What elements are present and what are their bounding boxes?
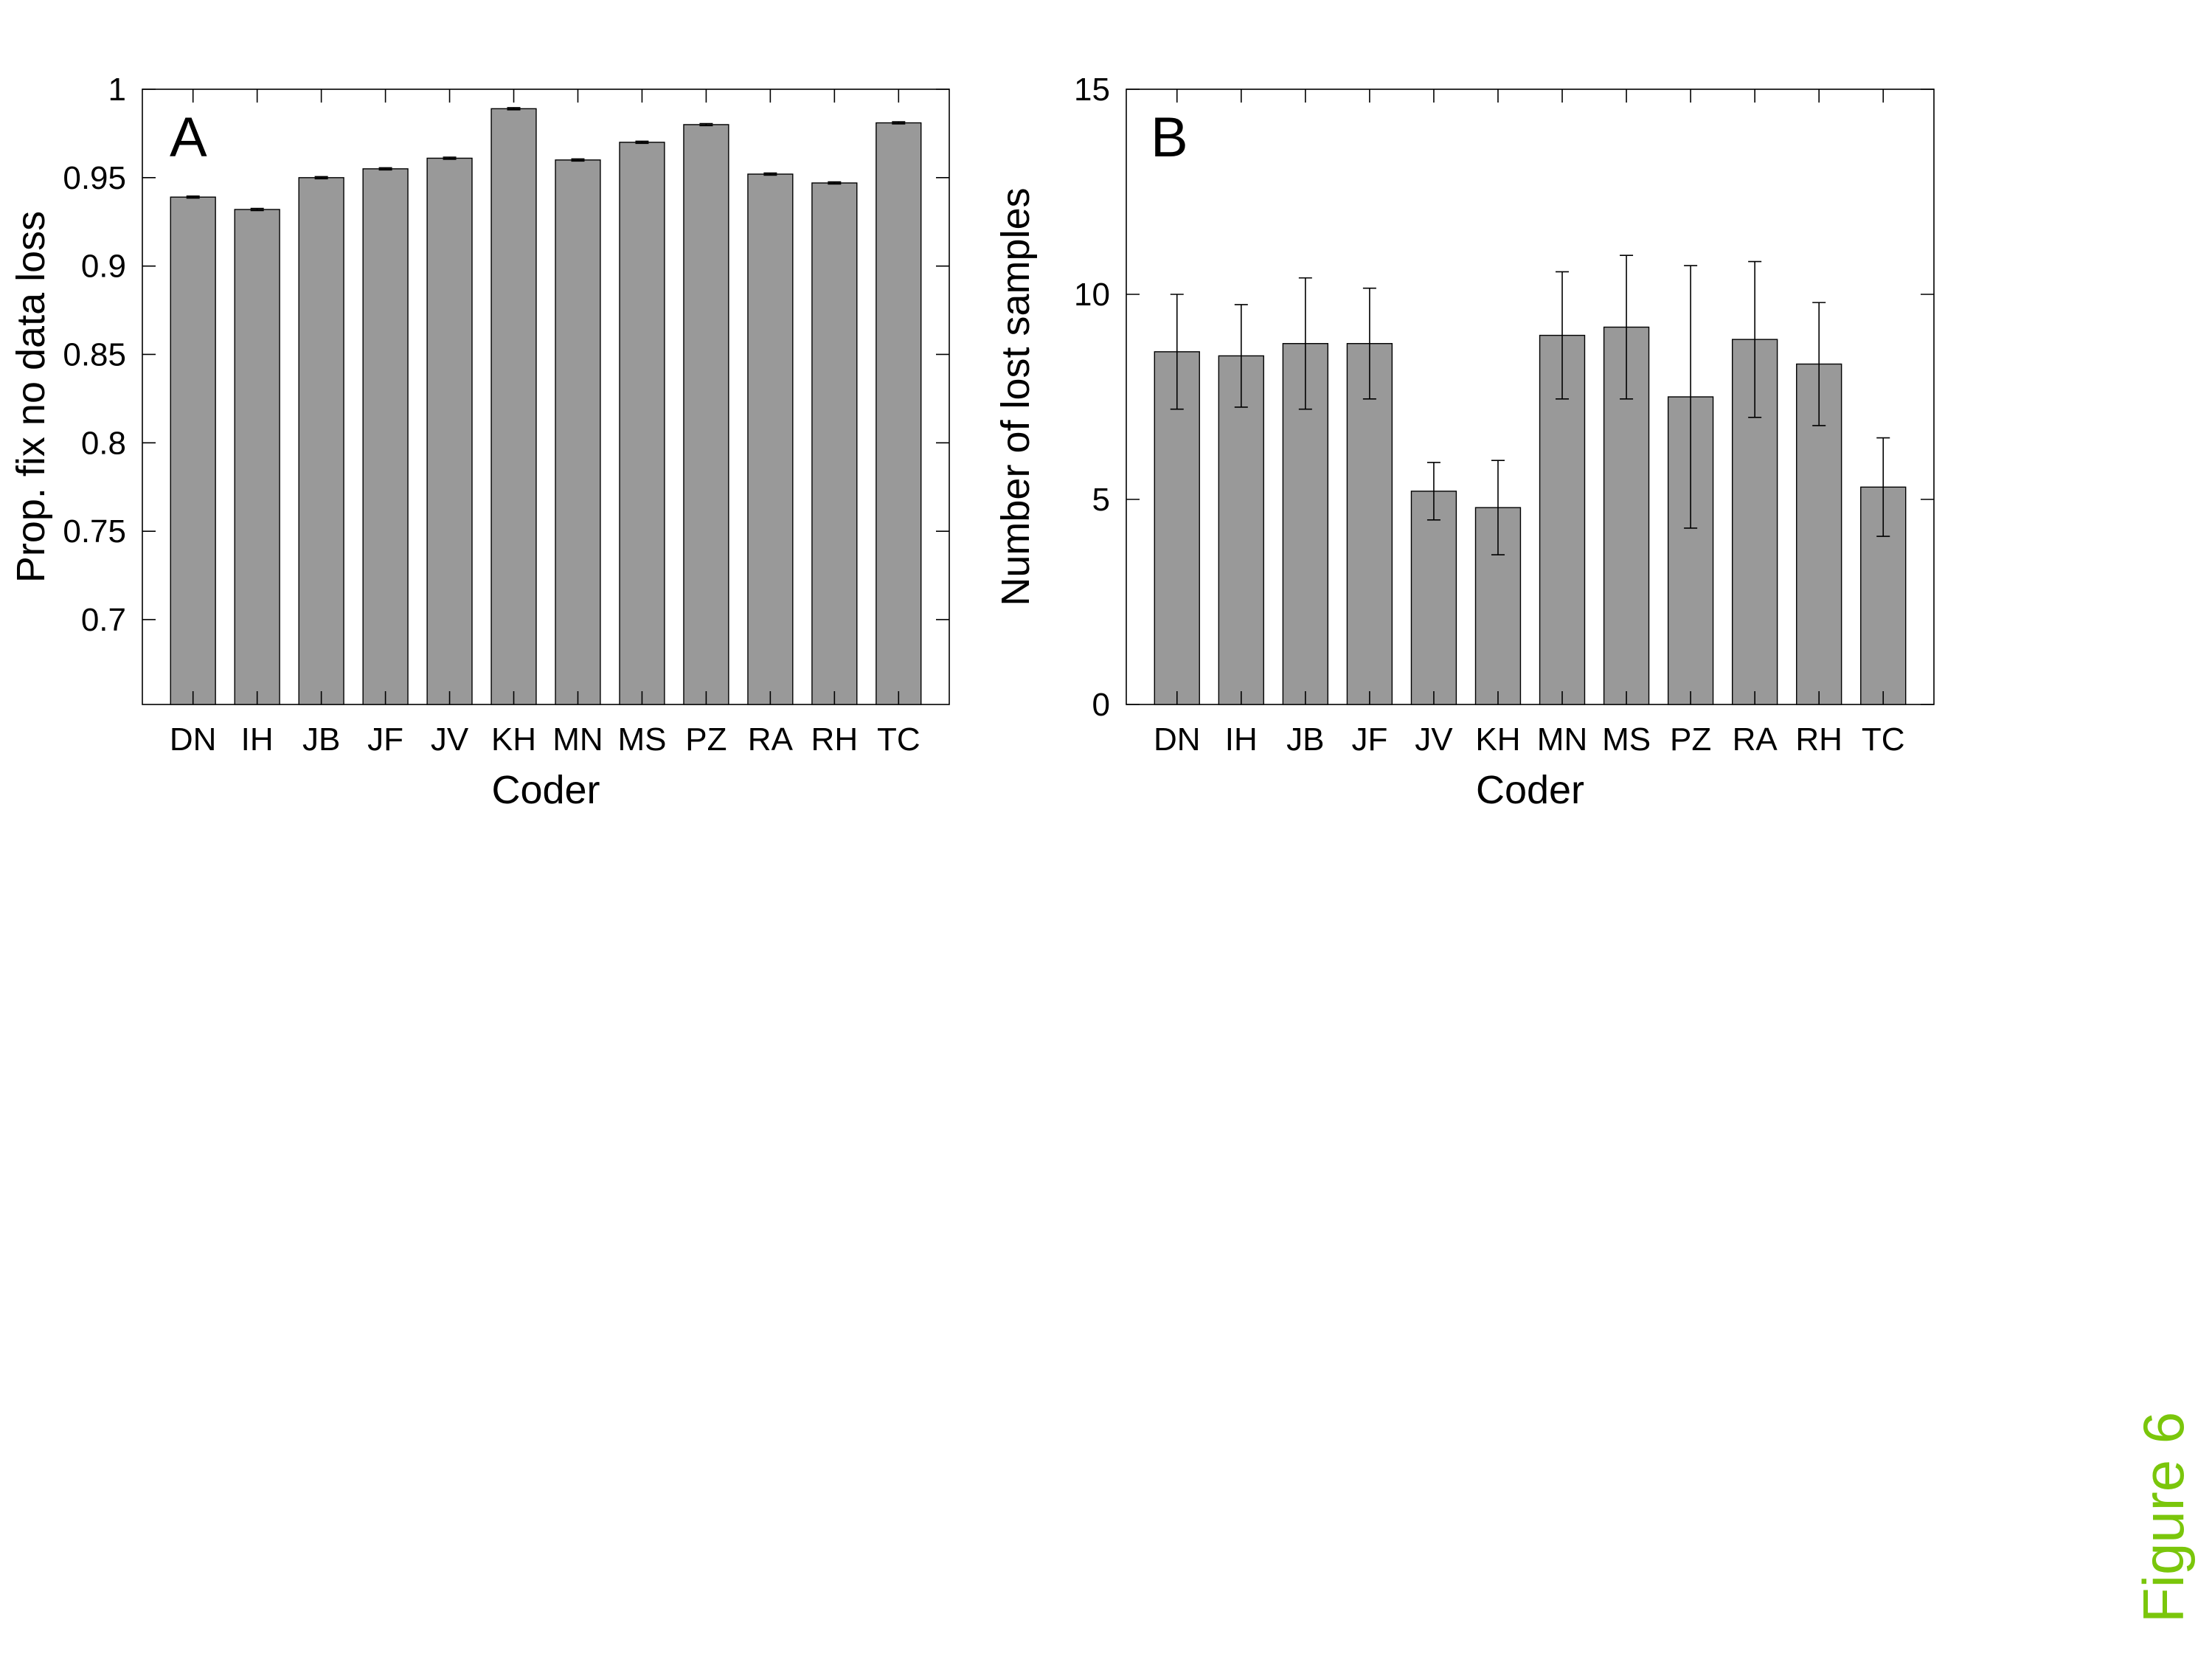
x-tick-label: JV	[431, 721, 469, 758]
error-bar-ih	[1234, 304, 1248, 408]
x-tick-label: DN	[170, 721, 217, 758]
bar-dn	[1154, 351, 1200, 705]
x-tick-label: JB	[1286, 721, 1324, 758]
error-bar-ms	[1620, 254, 1634, 400]
x-tick-label: JF	[1351, 721, 1387, 758]
error-bar-pz	[1684, 265, 1698, 529]
y-tick-label: 0	[1092, 687, 1110, 723]
figure-label: Figure 6	[2131, 1412, 2196, 1623]
x-tick-label: IH	[1225, 721, 1258, 758]
error-bar-mn	[1556, 271, 1570, 400]
x-tick-label: MS	[1602, 721, 1651, 758]
bar-jv	[426, 157, 473, 705]
bar-jf	[362, 168, 409, 705]
error-bar-jb	[1298, 277, 1312, 410]
error-bar-jf	[378, 167, 392, 171]
x-tick-label: TC	[1862, 721, 1905, 758]
error-bar-rh	[828, 181, 842, 185]
x-tick-label: KH	[1475, 721, 1520, 758]
error-bar-tc	[892, 121, 906, 125]
bar-rh	[811, 182, 858, 705]
x-tick-label: MN	[552, 721, 603, 758]
error-bar-mn	[571, 158, 585, 162]
bar-ra	[747, 173, 794, 705]
plot-area-frame	[1126, 89, 1935, 705]
error-bar-pz	[699, 122, 713, 127]
x-tick-label: JV	[1415, 721, 1453, 758]
error-bar-jv	[443, 156, 457, 160]
y-tick-label: 0.7	[81, 602, 126, 638]
y-tick-label: 0.95	[63, 160, 126, 196]
error-bar-kh	[1491, 460, 1505, 555]
bar-ms	[619, 142, 665, 705]
x-tick-label: MS	[617, 721, 666, 758]
panel-letter: B	[1151, 106, 1188, 169]
x-tick-label: RH	[811, 721, 859, 758]
panel-letter: A	[170, 106, 207, 169]
x-tick-label: KH	[491, 721, 536, 758]
bar-mn	[555, 159, 601, 705]
bar-jb	[298, 177, 344, 705]
error-bar-ih	[250, 207, 264, 212]
error-bar-tc	[1876, 437, 1890, 537]
y-tick-label: 5	[1092, 482, 1110, 518]
bar-dn	[170, 196, 216, 705]
x-tick-label: PZ	[1670, 721, 1711, 758]
bar-pz	[683, 124, 729, 705]
error-bar-ms	[635, 140, 649, 145]
x-tick-label: IH	[241, 721, 274, 758]
error-bar-kh	[507, 107, 521, 111]
plot-area-frame	[142, 89, 950, 705]
y-tick-label: 10	[1074, 277, 1110, 313]
bar-ih	[1218, 355, 1264, 705]
x-tick-label: TC	[877, 721, 920, 758]
y-tick-label: 0.9	[81, 249, 126, 285]
panel-a-chart: 0.7 0.75 0.8 0.85 0.9 0.95 1 DN IH JB JF JV KH MN MS PZ…	[9, 72, 950, 812]
error-bar-dn	[1170, 294, 1184, 410]
bar-jv	[1410, 491, 1457, 705]
error-bar-jv	[1426, 462, 1440, 521]
x-tick-label: PZ	[685, 721, 727, 758]
x-tick-label: RA	[748, 721, 794, 758]
bar-tc	[876, 122, 922, 705]
x-tick-label: DN	[1154, 721, 1201, 758]
y-axis-label: Number of lost samples	[994, 187, 1038, 606]
y-tick-label: 0.75	[63, 513, 126, 550]
bar-ih	[234, 209, 280, 705]
x-tick-label: RA	[1733, 721, 1778, 758]
panel-b-chart: 0 5 10 15 DN IH JB JF JV KH MN MS PZ RA RH TC Coder Numbe…	[994, 72, 1935, 812]
x-axis-label: Coder	[1476, 768, 1584, 812]
bar-kh	[490, 108, 537, 705]
y-tick-label: 0.85	[63, 336, 126, 373]
x-tick-label: JF	[367, 721, 403, 758]
x-tick-label: MN	[1537, 721, 1587, 758]
error-bar-ra	[763, 172, 777, 176]
y-tick-label: 1	[108, 72, 126, 108]
x-tick-label: RH	[1795, 721, 1842, 758]
y-tick-label: 15	[1074, 72, 1110, 108]
y-tick-label: 0.8	[81, 425, 126, 461]
x-axis-label: Coder	[491, 768, 600, 812]
bar-jf	[1346, 343, 1393, 705]
error-bar-ra	[1748, 260, 1762, 418]
error-bar-jb	[314, 176, 328, 180]
x-tick-label: JB	[302, 721, 340, 758]
error-bar-dn	[186, 195, 200, 199]
error-bar-rh	[1812, 302, 1826, 426]
error-bar-jf	[1362, 287, 1376, 400]
y-axis-label: Prop. fix no data loss	[9, 211, 53, 583]
